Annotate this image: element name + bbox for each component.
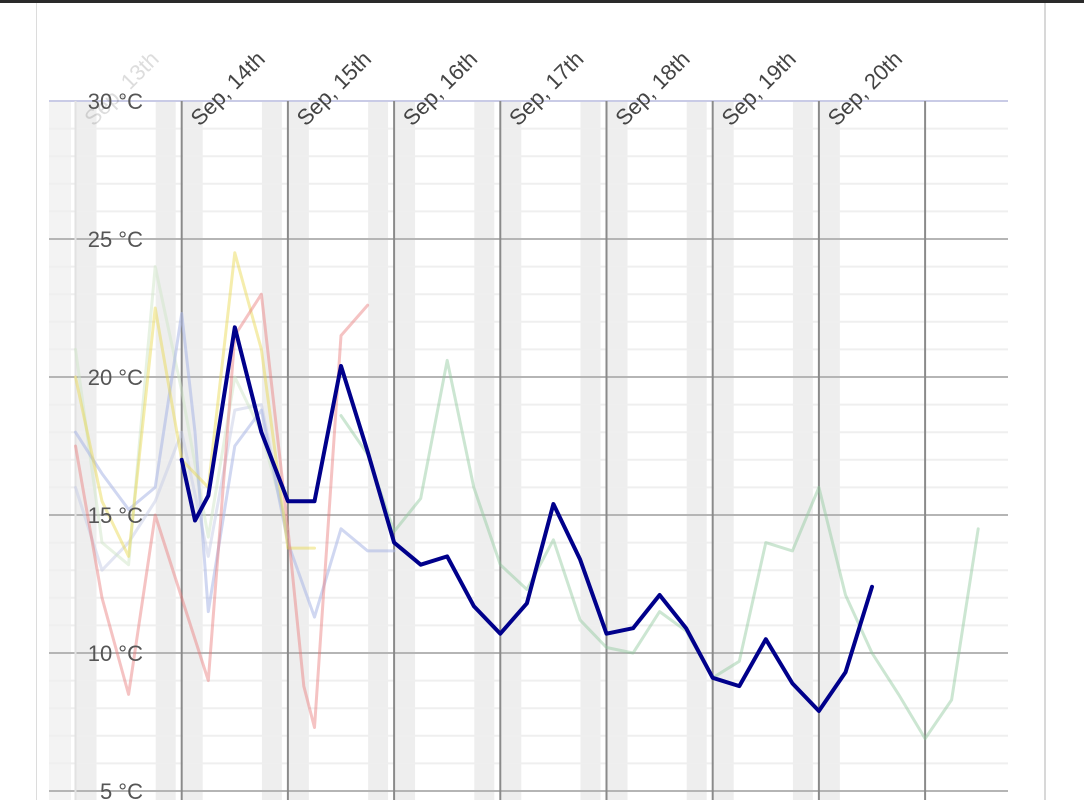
day-divider-lines — [74, 101, 927, 800]
x-tick-label: Sep, 16th — [398, 46, 482, 130]
night-bands — [49, 101, 840, 800]
series-line-faded — [74, 312, 396, 619]
night-band-before — [155, 101, 176, 800]
scrollbar-track[interactable] — [1044, 3, 1046, 800]
y-tick-label: 10 °C — [88, 641, 143, 666]
x-tick-label: Sep, 17th — [504, 46, 588, 130]
night-band-before — [686, 101, 707, 800]
y-tick-label: 20 °C — [88, 365, 143, 390]
x-tick-label: Sep, 19th — [717, 46, 801, 130]
series-line-faded — [74, 251, 316, 558]
night-band-edge — [49, 101, 71, 800]
y-tick-label: 30 °C — [88, 89, 143, 114]
night-band-before — [368, 101, 389, 800]
night-band-after — [395, 101, 416, 800]
window-top-border — [0, 0, 1084, 3]
x-tick-label: Sep, 15th — [292, 46, 376, 130]
night-band-after — [501, 101, 522, 800]
y-axis-tick-labels: 30 °C 25 °C 20 °C 15 °C 10 °C 5 °C — [88, 89, 143, 800]
minor-gridlines — [49, 127, 1008, 765]
major-gridlines — [49, 100, 1008, 792]
night-band-after — [713, 101, 734, 800]
y-tick-label: 5 °C — [100, 779, 143, 800]
x-tick-label: Sep, 18th — [610, 46, 694, 130]
series-line-faded — [74, 265, 290, 567]
x-tick-label: Sep, 20th — [823, 46, 907, 130]
left-border — [36, 3, 37, 800]
series-layer — [74, 251, 980, 741]
series-line-main — [179, 325, 874, 713]
night-band-before — [474, 101, 495, 800]
series-line-faded — [339, 358, 980, 741]
night-band-after — [607, 101, 628, 800]
series-line-faded — [74, 403, 290, 572]
y-tick-label: 15 °C — [88, 503, 143, 528]
x-tick-label: Sep, 14th — [186, 46, 270, 130]
night-band-before — [580, 101, 601, 800]
y-tick-label: 25 °C — [88, 227, 143, 252]
